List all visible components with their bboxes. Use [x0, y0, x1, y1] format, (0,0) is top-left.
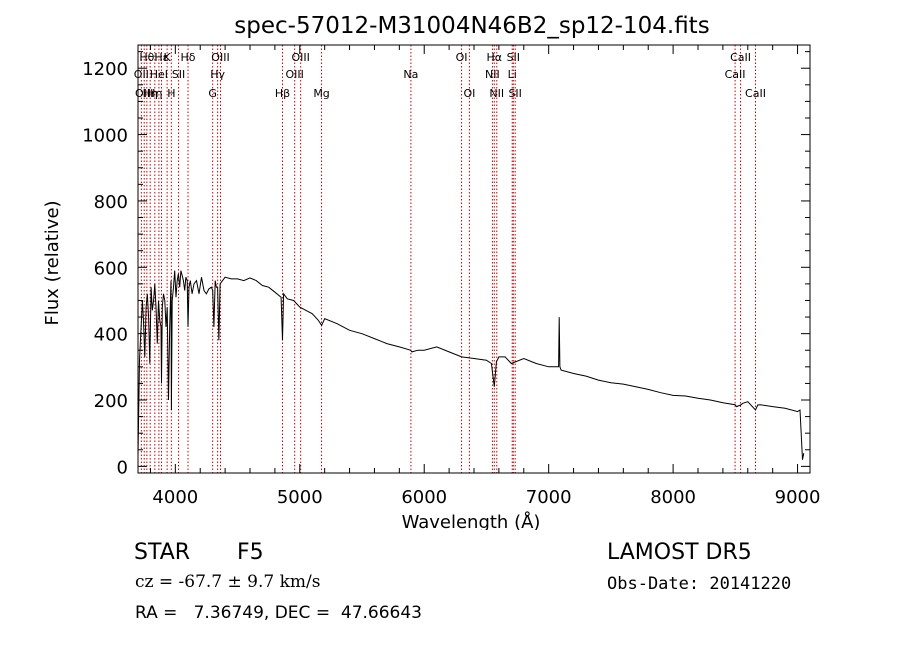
object-subclass: F5: [237, 540, 264, 565]
x-tick-label: 7000: [526, 487, 572, 508]
line-marker-label: K: [164, 51, 172, 64]
line-marker-label: OIII: [135, 87, 153, 100]
line-marker-label: Hγ: [210, 68, 225, 81]
y-tick-label: 0: [117, 457, 128, 478]
line-marker-label: OIII: [291, 51, 309, 64]
x-axis: 4000 5000 6000 7000 8000 9000: [149, 45, 821, 508]
survey-name: LAMOST DR5: [607, 540, 752, 565]
y-tick-label: 800: [94, 192, 128, 213]
line-marker-label: OII: [134, 68, 149, 81]
x-tick-label: 4000: [152, 487, 198, 508]
plot-frame: [137, 44, 811, 474]
line-marker-label: Hε: [154, 51, 168, 64]
redshift-velocity: cz = -67.7 ± 9.7 km/s: [135, 572, 321, 592]
line-marker-label: SII: [172, 68, 185, 81]
y-axis-label: Flux (relative): [42, 200, 63, 325]
x-axis-label: Wavelength (Å): [402, 511, 541, 530]
line-marker-label: OIII: [285, 68, 303, 81]
x-tick-label: 6000: [401, 487, 447, 508]
y-tick-label: 1000: [82, 126, 128, 147]
y-tick-label: 200: [94, 391, 128, 412]
line-marker-label: Hη: [143, 87, 158, 100]
y-tick-label: 400: [94, 325, 128, 346]
line-marker-label: H: [167, 87, 175, 100]
line-marker-label: HeI: [150, 68, 168, 81]
line-marker-label: Hα: [487, 51, 503, 64]
line-marker-label: CaII: [730, 51, 751, 64]
chart-title: spec-57012-M31004N46B2_sp12-104.fits: [234, 13, 709, 39]
observation-date: Obs-Date: 20141220: [607, 574, 792, 594]
line-marker-label: Hη: [147, 87, 162, 100]
line-marker-label: OI: [463, 87, 475, 100]
line-marker-label: Hβ: [275, 87, 290, 100]
line-marker-label: SII: [508, 87, 521, 100]
object-class: STAR: [134, 540, 191, 565]
y-tick-label: 600: [94, 258, 128, 279]
line-marker-label: CaII: [745, 87, 766, 100]
y-tick-label: 1200: [82, 59, 128, 80]
line-marker-label: NII: [485, 68, 500, 81]
line-marker-label: CaII: [725, 68, 746, 81]
spectrum-line: [137, 270, 805, 460]
line-marker-label: OIII: [211, 51, 229, 64]
line-markers: [140, 45, 756, 473]
line-marker-label: G: [208, 87, 217, 100]
line-marker-label: SII: [507, 51, 520, 64]
line-marker-label: Hδ: [181, 51, 196, 64]
line-marker-label: Na: [403, 68, 418, 81]
line-marker-label: Li: [508, 68, 517, 81]
spectrum-chart: spec-57012-M31004N46B2_sp12-104.fits OII…: [42, 13, 821, 530]
y-axis: 0 200 400 600 800 1000 1200: [82, 51, 810, 478]
x-tick-label: 9000: [775, 487, 821, 508]
line-marker-label: OI: [456, 51, 468, 64]
line-marker-label: NII: [489, 87, 504, 100]
sky-coordinates: RA = 7.36749, DEC = 47.66643: [135, 603, 422, 623]
x-tick-label: 8000: [650, 487, 696, 508]
line-marker-label: Mg: [313, 87, 329, 100]
x-tick-label: 5000: [277, 487, 323, 508]
line-marker-label: Hθ: [139, 51, 154, 64]
